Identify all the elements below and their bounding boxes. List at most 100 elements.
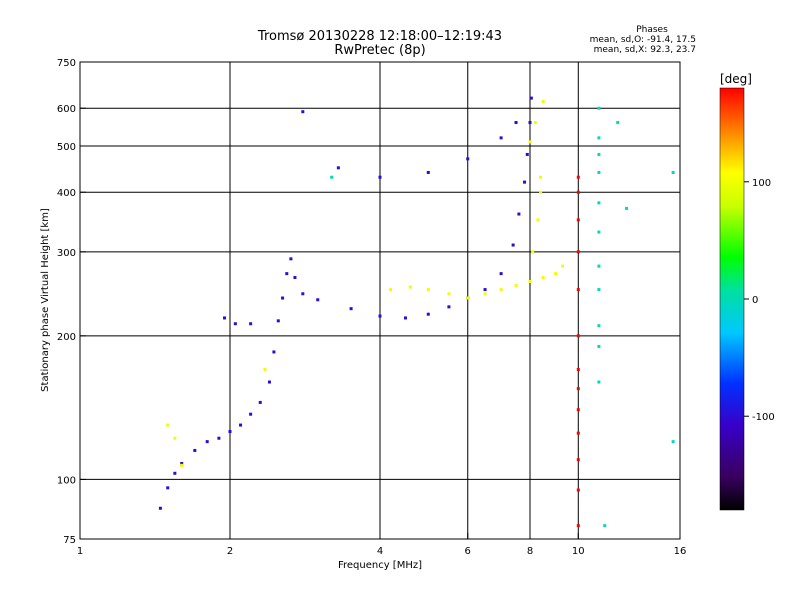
data-points <box>158 96 675 528</box>
data-point <box>597 344 601 348</box>
y-tick-label: 500 <box>57 142 76 153</box>
data-point <box>205 440 209 444</box>
data-point <box>389 288 393 292</box>
data-point <box>166 486 170 490</box>
x-axis-label: Frequency [MHz] <box>338 560 422 571</box>
colorbar-tick-label: 100 <box>752 178 771 189</box>
data-point <box>541 99 545 103</box>
data-point <box>576 524 580 528</box>
data-point <box>597 106 601 110</box>
x-tick-label: 1 <box>77 546 83 557</box>
y-tick-label: 600 <box>57 104 76 115</box>
y-tick-label: 75 <box>63 535 76 546</box>
colorbar-tick-label: 0 <box>752 295 758 306</box>
data-point <box>403 316 407 320</box>
data-point <box>561 264 565 268</box>
data-point <box>597 152 601 156</box>
data-point <box>597 380 601 384</box>
x-tick-label: 10 <box>572 546 585 557</box>
data-point <box>541 276 545 280</box>
data-point <box>447 292 451 296</box>
data-point <box>285 272 289 276</box>
data-point <box>514 121 518 125</box>
data-point <box>301 292 305 296</box>
gridlines <box>80 62 680 539</box>
stats-x-line: mean, sd,X: 92.3, 23.7 <box>594 45 696 55</box>
data-point <box>272 350 276 354</box>
data-point <box>193 448 197 452</box>
data-point <box>330 175 334 179</box>
y-axis: 75 100 200 300 400 500 600 750 <box>57 58 86 546</box>
colorbar-label: [deg] <box>720 72 752 86</box>
data-point <box>539 175 543 179</box>
y-tick-label: 750 <box>57 58 76 69</box>
data-point <box>539 190 543 194</box>
data-point <box>180 461 184 465</box>
data-point <box>576 218 580 222</box>
data-point <box>553 272 557 276</box>
data-point <box>483 288 487 292</box>
data-point <box>671 440 675 444</box>
data-point <box>378 175 382 179</box>
data-point <box>258 400 262 404</box>
data-point <box>173 436 177 440</box>
data-point <box>316 298 320 302</box>
data-point <box>528 121 532 125</box>
y-tick-label: 200 <box>57 332 76 343</box>
data-point <box>426 312 430 316</box>
data-point <box>289 257 293 261</box>
data-point <box>408 285 412 289</box>
colorbar-tick-label: -100 <box>752 412 775 423</box>
data-point <box>223 316 227 320</box>
data-point <box>597 324 601 328</box>
data-point <box>576 175 580 179</box>
data-point <box>597 201 601 205</box>
data-point <box>529 96 533 100</box>
data-point <box>511 243 515 247</box>
data-point <box>531 250 535 254</box>
data-point <box>528 279 532 283</box>
data-point <box>597 136 601 140</box>
data-point <box>597 288 601 292</box>
colorbar <box>719 87 745 511</box>
data-point <box>536 218 540 222</box>
data-point <box>576 431 580 435</box>
x-axis: 1 2 4 6 8 10 16 <box>77 533 687 557</box>
data-point <box>625 206 629 210</box>
data-point <box>426 288 430 292</box>
data-point <box>576 190 580 194</box>
y-axis-label: Stationary phase Virtual Height [km] <box>40 208 51 392</box>
x-tick-label: 16 <box>674 546 687 557</box>
x-tick-label: 4 <box>377 546 383 557</box>
data-point <box>603 524 607 528</box>
x-tick-label: 8 <box>527 546 533 557</box>
data-point <box>281 296 285 300</box>
stats-o-line: mean, sd,O: -91.4, 17.5 <box>590 35 696 45</box>
data-point <box>378 314 382 318</box>
data-point <box>233 322 237 326</box>
chart-subtitle: RwPretec (8p) <box>334 43 425 58</box>
data-point <box>597 170 601 174</box>
data-point <box>576 387 580 391</box>
data-point <box>499 288 503 292</box>
data-point <box>301 110 305 114</box>
data-point <box>336 166 340 170</box>
chart-title: Tromsø 20130228 12:18:00–12:19:43 <box>257 29 502 44</box>
data-point <box>293 276 297 280</box>
data-point <box>499 136 503 140</box>
data-point <box>514 283 518 287</box>
y-tick-label: 100 <box>57 475 76 486</box>
data-point <box>249 322 253 326</box>
data-point <box>576 408 580 412</box>
data-point <box>158 506 162 510</box>
data-point <box>228 430 232 434</box>
y-tick-label: 400 <box>57 188 76 199</box>
data-point <box>249 412 253 416</box>
data-point <box>239 423 243 427</box>
data-point <box>263 367 267 371</box>
data-point <box>217 436 221 440</box>
data-point <box>576 250 580 254</box>
data-point <box>525 152 529 156</box>
data-point <box>483 292 487 296</box>
data-point <box>533 121 537 125</box>
